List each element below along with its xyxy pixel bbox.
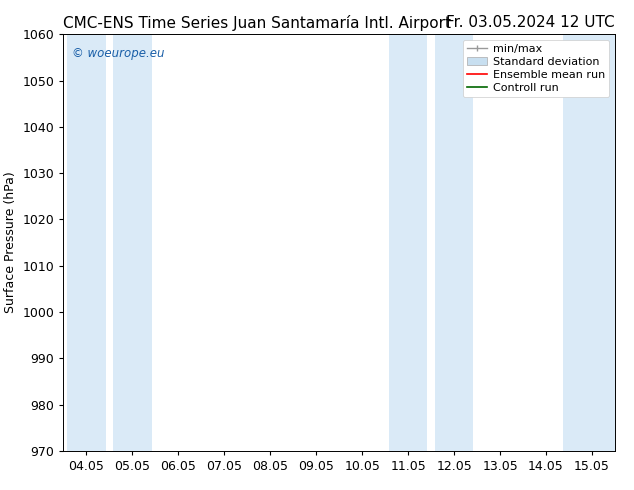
- Bar: [435, 34, 474, 451]
- Text: Fr. 03.05.2024 12 UTC: Fr. 03.05.2024 12 UTC: [446, 15, 615, 30]
- Y-axis label: Surface Pressure (hPa): Surface Pressure (hPa): [4, 172, 17, 314]
- Legend: min/max, Standard deviation, Ensemble mean run, Controll run: min/max, Standard deviation, Ensemble me…: [463, 40, 609, 97]
- Text: © woeurope.eu: © woeurope.eu: [72, 47, 164, 60]
- Bar: [389, 34, 427, 451]
- Bar: [67, 34, 106, 451]
- Text: CMC-ENS Time Series Juan Santamaría Intl. Airport: CMC-ENS Time Series Juan Santamaría Intl…: [63, 15, 451, 31]
- Bar: [113, 34, 152, 451]
- Bar: [564, 34, 621, 451]
